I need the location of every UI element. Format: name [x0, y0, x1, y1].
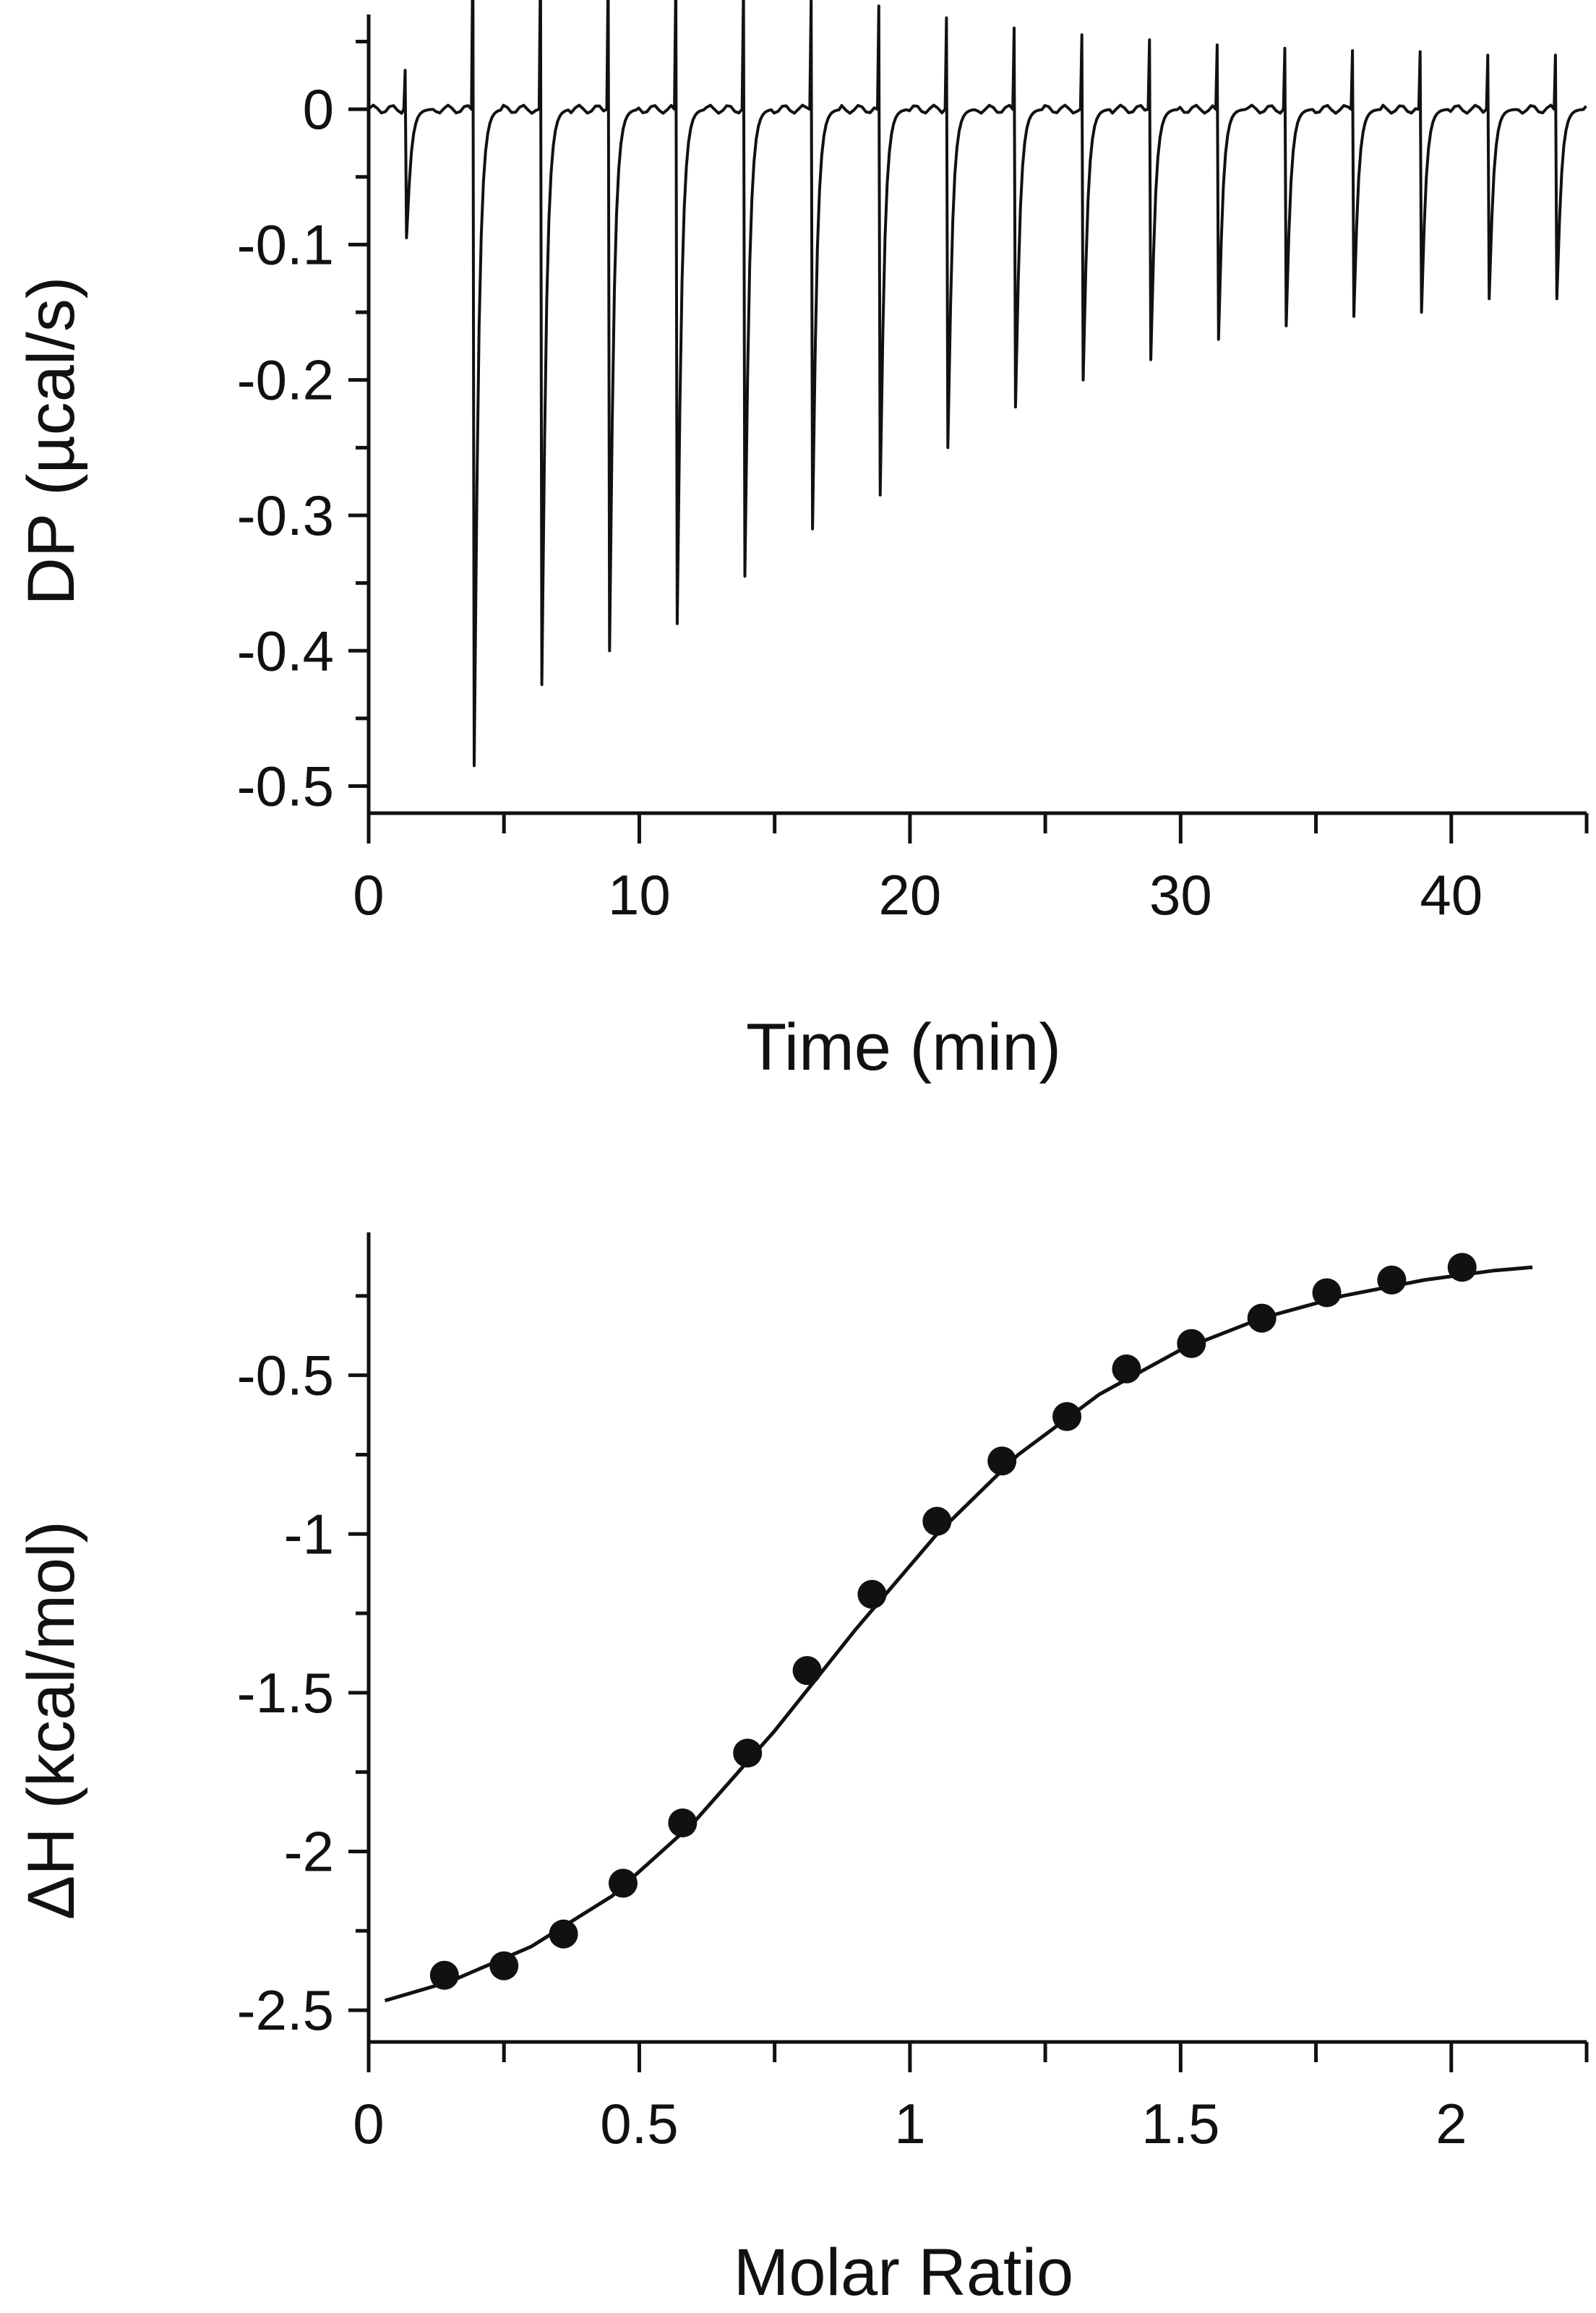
isotherm-y-tick-label: -0.5 — [237, 1344, 334, 1407]
isotherm-data-point — [608, 1868, 638, 1898]
thermogram-axes: 0 -0.1 -0.2 -0.3 -0.4 -0.5 0 10 20 30 40 — [237, 14, 1589, 927]
isotherm-data-point — [1177, 1329, 1206, 1358]
thermogram-trace — [368, 0, 1587, 768]
isotherm-data-point — [987, 1446, 1017, 1476]
thermogram-x-tick-label: 40 — [1420, 863, 1483, 927]
thermogram-x-axis-label: Time (min) — [746, 1010, 1061, 1084]
isotherm-data-points — [429, 1253, 1477, 1990]
isotherm-data-point — [549, 1919, 578, 1949]
isotherm-data-point — [1052, 1402, 1082, 1431]
thermogram-x-tick-label: 20 — [879, 863, 942, 927]
isotherm-x-tick-label: 2 — [1436, 2092, 1467, 2155]
isotherm-y-tick-label: -2 — [284, 1819, 334, 1883]
isotherm-x-tick-label: 0 — [353, 2092, 384, 2155]
isotherm-data-point — [1312, 1278, 1342, 1308]
isotherm-data-point — [1247, 1303, 1277, 1333]
thermogram-x-tick-label: 0 — [353, 863, 384, 927]
isotherm-y-axis-label: ΔH (kcal/mol) — [14, 1521, 88, 1920]
thermogram-chart: 0 -0.1 -0.2 -0.3 -0.4 -0.5 0 10 20 30 40 Time (min… — [14, 0, 1589, 1084]
isotherm-data-point — [668, 1808, 698, 1837]
isotherm-x-tick-label: 1.5 — [1141, 2092, 1219, 2155]
isotherm-y-tick-label: -2.5 — [237, 1978, 334, 2042]
isotherm-x-tick-label: 0.5 — [600, 2092, 678, 2155]
thermogram-y-tick-label: -0.3 — [237, 484, 334, 547]
isotherm-data-point — [922, 1506, 952, 1536]
thermogram-y-tick-label: -0.4 — [237, 619, 334, 682]
thermogram-y-tick-label: 0 — [303, 77, 334, 141]
thermogram-y-tick-label: -0.5 — [237, 755, 334, 818]
thermogram-x-tick-label: 10 — [608, 863, 671, 927]
isotherm-data-point — [1377, 1265, 1407, 1295]
isotherm-data-point — [1112, 1354, 1141, 1383]
isotherm-chart: -0.5 -1 -1.5 -2 -2.5 0 0.5 1 1.5 2 Molar Ratio ΔH… — [14, 1232, 1589, 2309]
isotherm-data-point — [489, 1951, 519, 1981]
isotherm-y-tick-label: -1 — [284, 1502, 334, 1566]
isotherm-data-point — [857, 1579, 887, 1609]
isotherm-data-point — [429, 1960, 459, 1990]
thermogram-x-tick-label: 30 — [1149, 863, 1212, 927]
thermogram-y-tick-label: -0.2 — [237, 348, 334, 412]
isotherm-data-point — [792, 1656, 822, 1686]
isotherm-axes: -0.5 -1 -1.5 -2 -2.5 0 0.5 1 1.5 2 — [237, 1232, 1589, 2155]
isotherm-x-tick-label: 1 — [894, 2092, 925, 2155]
isotherm-x-axis-label: Molar Ratio — [734, 2236, 1073, 2309]
isotherm-data-point — [733, 1738, 763, 1768]
thermogram-y-axis-label: DP (µcal/s) — [14, 276, 88, 605]
isotherm-y-tick-label: -1.5 — [237, 1661, 334, 1725]
isotherm-data-point — [1447, 1253, 1477, 1282]
thermogram-y-tick-label: -0.1 — [237, 213, 334, 276]
isotherm-fit-curve — [384, 1265, 1533, 2003]
